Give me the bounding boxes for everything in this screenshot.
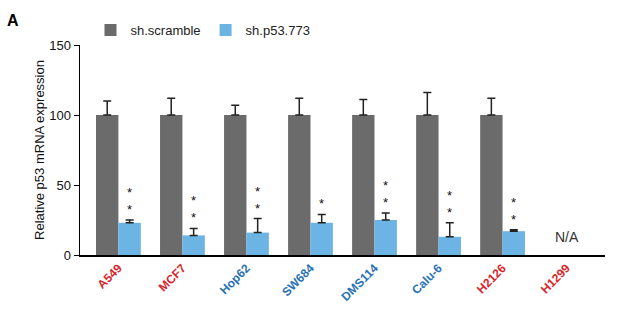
svg-text:MCF7: MCF7 bbox=[156, 261, 189, 294]
svg-text:Relative p53 mRNA expression: Relative p53 mRNA expression bbox=[32, 60, 47, 240]
svg-text:sh.scramble: sh.scramble bbox=[131, 23, 201, 38]
svg-text:*: * bbox=[319, 196, 324, 211]
svg-text:150: 150 bbox=[49, 38, 71, 53]
svg-text:0: 0 bbox=[64, 248, 71, 263]
svg-text:A: A bbox=[7, 12, 19, 29]
svg-text:**: ** bbox=[191, 193, 196, 225]
svg-text:A549: A549 bbox=[95, 261, 125, 291]
svg-text:sh.p53.773: sh.p53.773 bbox=[246, 23, 310, 38]
svg-text:SW684: SW684 bbox=[279, 261, 317, 299]
svg-text:**: ** bbox=[255, 184, 260, 216]
svg-text:Calu-6: Calu-6 bbox=[409, 261, 445, 297]
svg-text:H2126: H2126 bbox=[474, 261, 509, 296]
svg-text:H1299: H1299 bbox=[538, 261, 573, 296]
svg-text:100: 100 bbox=[49, 108, 71, 123]
svg-text:50: 50 bbox=[56, 178, 70, 193]
svg-text:**: ** bbox=[383, 178, 388, 210]
svg-text:**: ** bbox=[447, 188, 452, 220]
svg-text:**: ** bbox=[511, 195, 516, 227]
svg-text:DMS114: DMS114 bbox=[338, 261, 381, 304]
svg-text:Hop62: Hop62 bbox=[217, 261, 253, 297]
svg-text:N/A: N/A bbox=[555, 229, 579, 245]
svg-text:**: ** bbox=[127, 185, 132, 217]
